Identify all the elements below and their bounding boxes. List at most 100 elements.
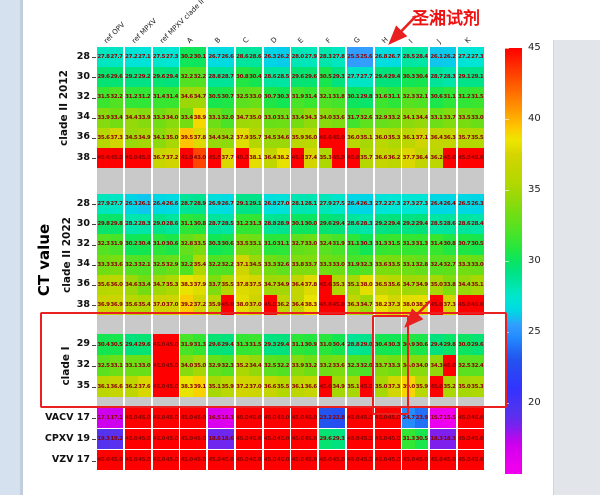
heatmap-cell: 28.4 (415, 47, 429, 68)
heatmap-column-group: 35.9 36.0 (291, 127, 318, 148)
heatmap-cell: 32.3 (97, 234, 110, 255)
row-label: 28 (76, 197, 90, 209)
heatmap-cell: 45.0 (152, 450, 166, 471)
heatmap-column-group: 45.0 45.0 (457, 450, 484, 471)
heatmap-cell: 31.2 (235, 214, 249, 235)
heatmap-cell: 33.8 (443, 274, 456, 295)
heatmap-column-group: 30.0 29.6 (457, 334, 484, 355)
heatmap-cell: 31.3 (248, 214, 262, 235)
spacer-band (97, 168, 123, 194)
heatmap-cell: 34.9 (332, 376, 345, 397)
heatmap-cell: 45.0 (443, 355, 456, 376)
heatmap-cell: 45.0 (304, 450, 318, 471)
heatmap-cell: 27.9 (97, 194, 110, 215)
heatmap-cell: 37.3 (387, 295, 401, 316)
colorbar-tick-label: 40 (528, 112, 541, 124)
heatmap-cell: 30.3 (359, 234, 373, 255)
heatmap-cell: 37.2 (165, 148, 179, 169)
heatmap-cell: 45.0 (387, 428, 401, 450)
heatmap-cell: 37.7 (221, 148, 234, 169)
heatmap-column-group: 30.4 30.5 (97, 334, 123, 355)
heatmap-column-group: 31.1 30.8 (180, 214, 207, 235)
heatmap-cell: 45.0 (470, 407, 484, 428)
column-h-highlight-box (372, 315, 409, 415)
heatmap-cell: 32.6 (276, 254, 290, 275)
heatmap-column-group: 45.0 45.0 (152, 428, 179, 450)
heatmap-cell: 45.0 (152, 355, 166, 376)
heatmap-cell: 39.5 (180, 127, 194, 148)
annotation-text: 圣湘试剂 (412, 9, 480, 29)
heatmap-column-group: 36.4 36.3 (430, 127, 456, 148)
heatmap-cell: 36.6 (304, 376, 318, 397)
heatmap-cell: 34.9 (415, 274, 429, 295)
heatmap-cell: 18.3 (443, 428, 456, 450)
heatmap-column-group: 45.0 45.0 (97, 148, 123, 169)
heatmap-cell: 45.0 (276, 407, 290, 428)
heatmap-cell: 31.5 (97, 87, 110, 108)
heatmap-cell: 45.0 (332, 148, 345, 169)
heatmap-cell: 33.0 (470, 254, 484, 275)
row-tick (92, 77, 96, 79)
heatmap-cell: 45.0 (180, 428, 194, 450)
heatmap-column-group: 35.6 36.0 (97, 274, 123, 295)
heatmap-column-group: 39.2 37.2 (180, 295, 207, 316)
heatmap-column-group: 31.4 31.4 (152, 87, 179, 108)
clade-i-highlight-box (40, 312, 507, 408)
heatmap-column-group: 33.1 33.0 (124, 355, 151, 376)
heatmap-column-group: 45.0 45.0 (457, 148, 484, 169)
heatmap-column-group: 29.6 29.4 (208, 334, 234, 355)
heatmap-cell: 33.1 (430, 107, 443, 128)
heatmap-column-group: 31.3 30.5 (402, 428, 429, 450)
heatmap-column-group: 28.7 28.5 (208, 214, 234, 235)
heatmap-cell: 30.6 (165, 234, 179, 255)
column-header: E (296, 36, 306, 45)
heatmap-cell: 26.7 (221, 194, 234, 215)
heatmap-cell: 36.9 (97, 295, 110, 316)
heatmap-cell: 31.5 (248, 334, 262, 355)
heatmap-cell: 26.2 (443, 47, 456, 68)
heatmap-cell: 36.4 (430, 127, 443, 148)
heatmap-cell: 28.3 (319, 47, 332, 68)
heatmap-cell: 34.6 (180, 87, 194, 108)
heatmap-column-group: 18.6 18.6 (208, 428, 234, 450)
heatmap-cell: 37.3 (443, 295, 456, 316)
heatmap-cell: 36.9 (110, 295, 123, 316)
heatmap-column-group: 45.0 36.2 (263, 295, 290, 316)
heatmap-cell: 27.3 (402, 194, 416, 215)
heatmap-cell: 35.6 (97, 274, 110, 295)
heatmap-cell: 31.8 (332, 87, 345, 108)
heatmap-cell: 35.5 (470, 127, 484, 148)
heatmap-column-group: 32.5 32.2 (263, 355, 290, 376)
heatmap-column-group: 34.5 34.6 (263, 127, 290, 148)
heatmap-cell: 34.1 (152, 127, 166, 148)
row-label: 36 (76, 131, 90, 143)
heatmap-cell: 45.0 (443, 450, 456, 471)
heatmap-cell: 45.0 (137, 450, 151, 471)
heatmap-column-group: 26.4 26.4 (430, 194, 456, 215)
heatmap-cell: 33.6 (332, 107, 345, 128)
heatmap-cell: 28.6 (346, 214, 360, 235)
heatmap-cell: 33.3 (152, 107, 166, 128)
heatmap-cell: 34.4 (457, 274, 471, 295)
heatmap-cell: 33.7 (208, 274, 221, 295)
heatmap-cell: 35.3 (387, 127, 401, 148)
heatmap-column-group: 27.9 27.5 (319, 194, 345, 215)
heatmap-cell: 45.0 (319, 127, 332, 148)
heatmap-cell: 45.0 (152, 428, 166, 450)
heatmap-column-group: 37.7 36.4 (402, 148, 429, 169)
heatmap-column-group: 33.3 33.6 (97, 254, 123, 275)
heatmap-column-group: 26.8 26.7 (374, 47, 401, 68)
row-label: 32 (76, 91, 90, 102)
heatmap-cell: 28.7 (221, 67, 234, 88)
heatmap-cell: 30.4 (137, 234, 151, 255)
heatmap-cell: 33.0 (137, 355, 151, 376)
heatmap-cell: 30.0 (457, 334, 471, 355)
heatmap-cell: 28.5 (402, 47, 416, 68)
heatmap-cell: 35.3 (319, 148, 332, 169)
heatmap-cell: 45.0 (180, 148, 194, 169)
heatmap-cell: 45.0 (152, 407, 166, 428)
row-tick (92, 97, 96, 99)
heatmap-cell: 28.5 (276, 67, 290, 88)
heatmap-column-group: 34.6 34.7 (180, 87, 207, 108)
heatmap-cell: 27.7 (346, 67, 360, 88)
